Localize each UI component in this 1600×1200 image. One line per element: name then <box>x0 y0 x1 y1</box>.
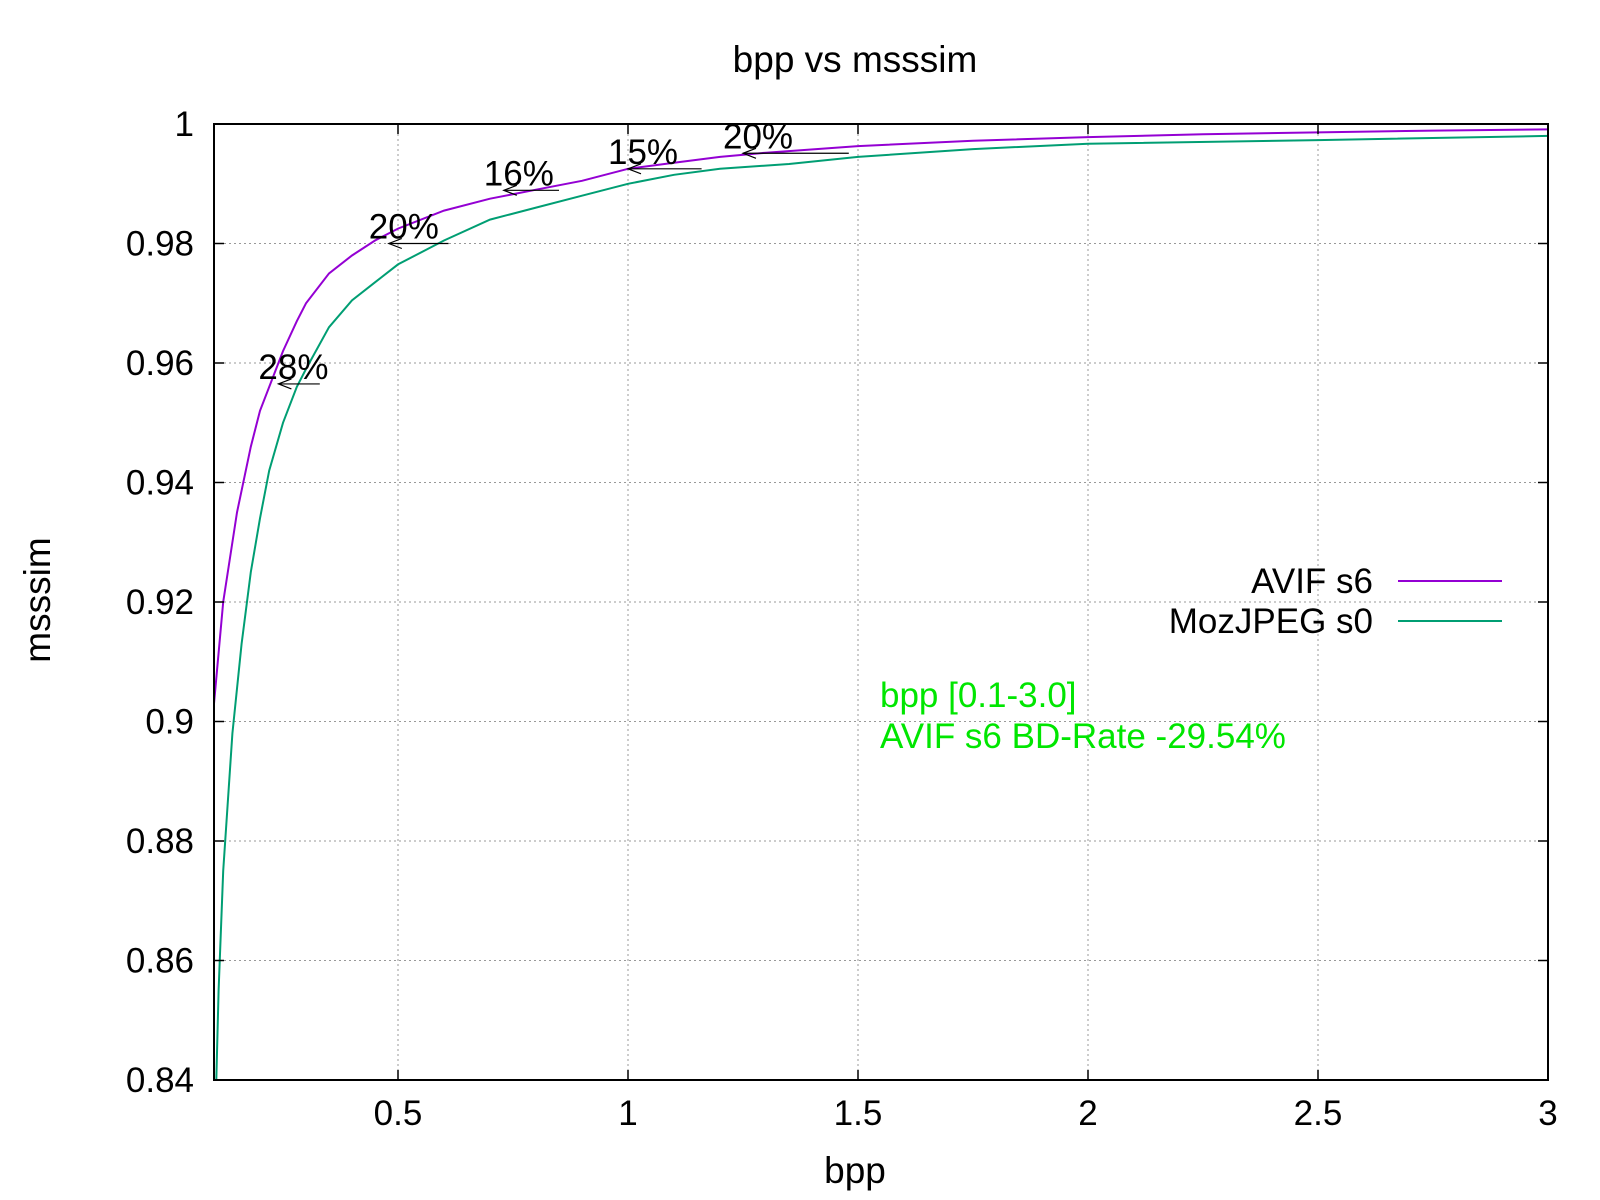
y-axis-label: msssim <box>17 537 58 662</box>
y-tick-label: 0.88 <box>126 822 194 861</box>
info-bdrate-text: AVIF s6 BD-Rate -29.54% <box>880 717 1286 756</box>
info-range-text: bpp [0.1-3.0] <box>880 676 1077 715</box>
annotation-arrow-head <box>626 163 642 175</box>
annotation-arrow-head <box>502 184 518 196</box>
legend-label-0: AVIF s6 <box>1251 562 1373 601</box>
series-line-1 <box>215 134 1549 1081</box>
series-lines <box>213 128 1549 1081</box>
bd-rate-info: bpp [0.1-3.0] AVIF s6 BD-Rate -29.54% <box>880 676 1286 756</box>
x-tick-label: 1 <box>618 1094 637 1133</box>
x-tick-label: 3 <box>1538 1094 1557 1133</box>
annotation-label: 15% <box>608 133 678 172</box>
x-tick-label: 1.5 <box>834 1094 883 1133</box>
annotation-arrow-head <box>387 237 403 250</box>
annotation-label: 28% <box>258 348 328 387</box>
x-axis-label: bpp <box>824 1150 886 1191</box>
legend-label-1: MozJPEG s0 <box>1169 602 1373 641</box>
y-tick-label: 0.92 <box>126 583 194 622</box>
annotation-label: 16% <box>484 154 554 193</box>
x-tick-label: 0.5 <box>374 1094 423 1133</box>
axis-ticks: 0.5 1 1.5 2 2.5 3 0.84 0.86 0.88 0.9 0.92 0.94 0.96 0… <box>126 105 1558 1133</box>
y-tick-label: 1 <box>175 105 194 144</box>
y-tick-label: 0.94 <box>126 464 194 503</box>
annotation-arrow-head <box>276 378 292 390</box>
series-line-0 <box>213 128 1549 704</box>
y-tick-label: 0.98 <box>126 225 194 264</box>
y-tick-label: 0.9 <box>145 703 194 742</box>
y-tick-label: 0.84 <box>126 1061 194 1100</box>
grid-lines <box>214 124 1548 1080</box>
x-tick-label: 2.5 <box>1294 1094 1343 1133</box>
bd-rate-annotations: 28%20%16%15% 20% <box>258 117 849 390</box>
x-tick-label: 2 <box>1078 1094 1097 1133</box>
y-tick-label: 0.96 <box>126 344 194 383</box>
annotation-label: 20% <box>369 208 439 247</box>
annotation-arrow-head <box>741 147 757 159</box>
chart-title: bpp vs msssim <box>733 39 978 80</box>
y-tick-label: 0.86 <box>126 942 194 981</box>
